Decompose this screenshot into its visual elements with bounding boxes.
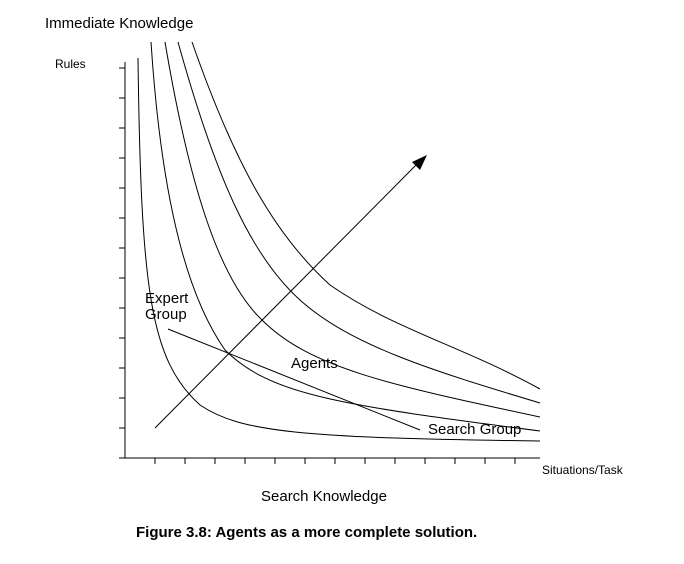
- x-axis-ticks: [154, 458, 516, 464]
- tradeoff-curve-4: [177, 41, 541, 404]
- figure-caption: Figure 3.8: Agents as a more complete so…: [136, 524, 477, 541]
- expert-group-label-line1: Expert: [145, 290, 189, 307]
- agents-arrow-shaft: [154, 162, 419, 429]
- tradeoff-curve-2: [150, 41, 541, 432]
- agents-label: Agents: [291, 355, 338, 372]
- tradeoff-curve-5: [191, 41, 541, 390]
- arrowhead-icon: [412, 155, 427, 170]
- expert-group-label-line2: Group: [145, 306, 187, 323]
- search-knowledge-label: Search Knowledge: [261, 488, 387, 505]
- tradeoff-curve-1: [137, 57, 541, 442]
- search-group-label: Search Group: [428, 421, 521, 438]
- y-axis-label: Rules: [55, 57, 86, 71]
- x-axis-label: Situations/Task: [542, 463, 624, 477]
- group-connecting-line: [167, 328, 421, 431]
- y-axis-ticks: [119, 67, 125, 429]
- immediate-knowledge-label: Immediate Knowledge: [45, 15, 193, 32]
